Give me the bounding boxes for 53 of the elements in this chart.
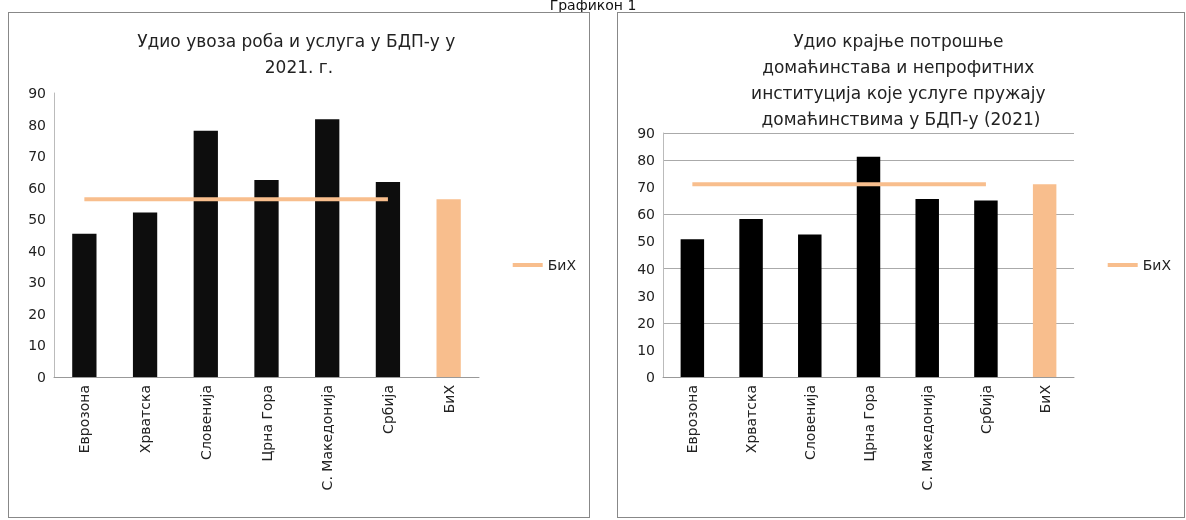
x-tick-label: Хрватска [743,385,760,454]
bar [375,181,401,377]
bar [798,234,822,377]
y-tick-label: 60 [637,206,655,223]
y-tick-label: 40 [637,260,655,277]
y-tick-label: 60 [28,179,46,196]
bar [254,180,279,377]
y-tick-label: 80 [28,116,46,133]
x-tick-label: С. Македонија [319,385,336,491]
x-tick-label: Словенија [801,385,818,460]
y-tick-label: 70 [28,148,46,165]
legend-label: БиХ [547,257,577,273]
y-tick-label: 70 [637,179,655,196]
x-tick-label: БиХ [440,384,457,414]
x-tick-label: С. Македонија [919,385,936,491]
bar [132,212,158,377]
x-tick-label: Еврозона [684,385,701,454]
legend-label: БиХ [1142,257,1172,273]
bar [856,156,881,377]
y-tick-label: 80 [637,152,655,169]
bar [974,200,998,377]
y-tick-label: 10 [28,337,46,354]
bar [915,198,939,377]
x-tick-label: БиХ [1036,384,1053,414]
y-tick-label: 20 [637,314,655,331]
chart-title: Удио увоза роба и услуга у БДП-у у 2021. г. [137,31,461,77]
x-tick-label: Црна Гора [860,385,877,462]
y-tick-label: 90 [28,85,46,101]
y-tick-label: 20 [28,305,46,322]
x-tick-label: Србија [977,385,994,434]
bar [72,233,97,377]
bar [193,130,218,377]
y-tick-label: 50 [28,211,46,228]
x-tick-label: Еврозона [76,385,93,454]
y-tick-label: 90 [637,125,655,141]
y-tick-label: 0 [37,369,46,385]
x-tick-label: Црна Гора [258,385,275,462]
x-tick-label: Србија [379,385,396,434]
x-tick-label: Хрватска [137,385,154,454]
y-tick-label: 30 [637,287,655,304]
chart-title: Удио крајње потрошње домаћинстава и непрофитних институција које услуге пружају домаћинствима у БДП-у (2021) [751,31,1051,129]
text: Графикон 1 [548,0,638,13]
y-tick-label: 30 [28,274,46,291]
bar [1032,184,1057,377]
y-tick-label: 40 [28,242,46,259]
bar [315,119,340,377]
y-tick-label: 50 [637,233,655,250]
y-tick-label: 10 [637,341,655,358]
bar [739,218,763,377]
y-tick-label: 0 [646,369,655,385]
bar [680,239,705,377]
bar [436,199,461,377]
x-tick-label: Словенија [197,385,214,460]
